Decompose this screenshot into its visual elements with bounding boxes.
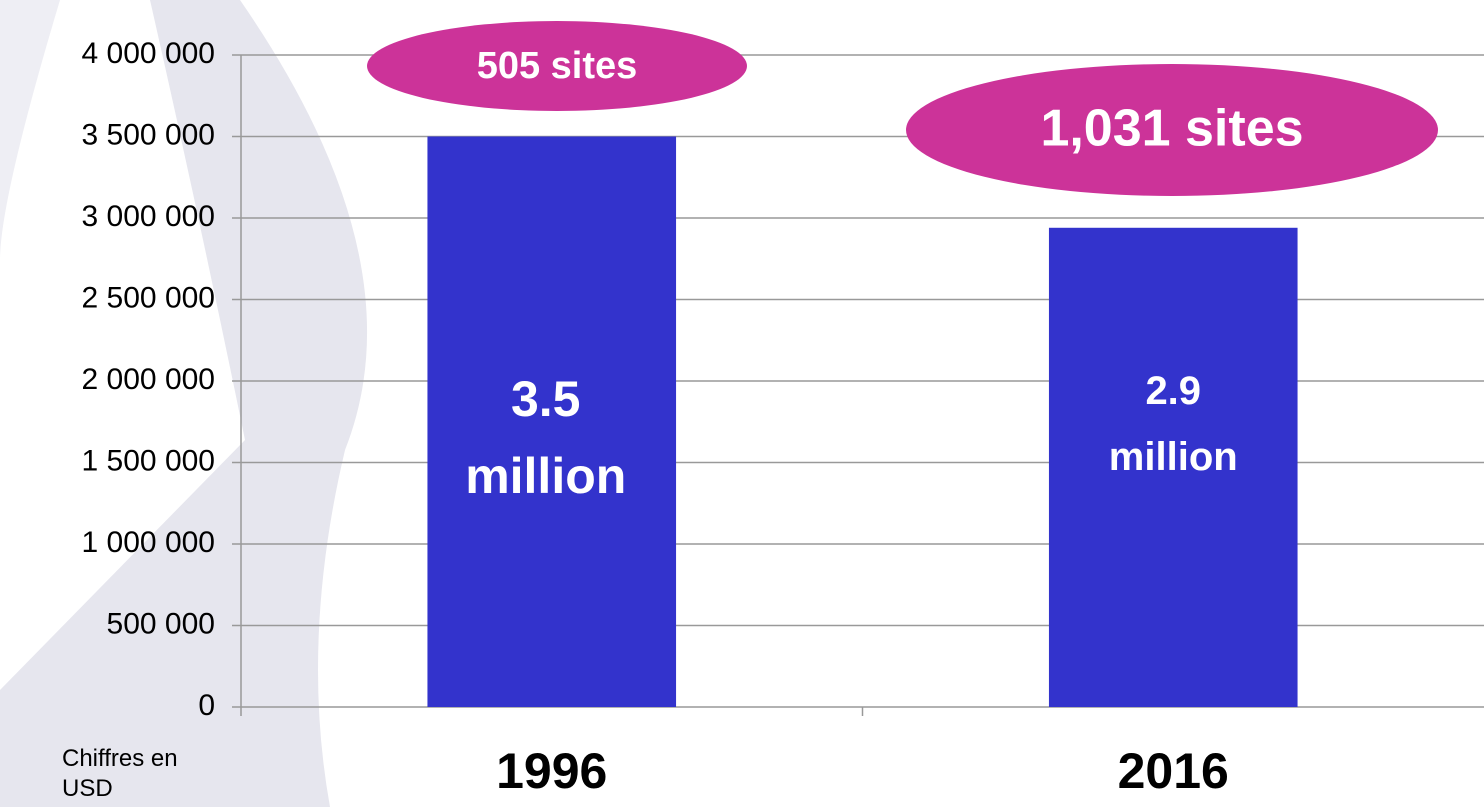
bar xyxy=(1048,227,1298,707)
x-tick-label: 2016 xyxy=(1118,743,1229,799)
y-tick-label: 2 500 000 xyxy=(82,281,215,314)
annotation-bubble xyxy=(906,64,1438,196)
y-tick-label: 2 000 000 xyxy=(82,363,215,396)
y-tick-label: 1 500 000 xyxy=(82,444,215,477)
annotation-bubble xyxy=(367,21,747,111)
x-tick-label: 1996 xyxy=(496,743,607,799)
background-chevron xyxy=(0,0,60,260)
value-label: 2.9 million xyxy=(1109,369,1238,479)
y-tick-label: 3 000 000 xyxy=(82,200,215,233)
y-tick-label: 1 000 000 xyxy=(82,526,215,559)
y-tick-label: 3 500 000 xyxy=(82,118,215,151)
annotation: 1,031 sites xyxy=(1040,100,1303,158)
y-axis-note: Chiffres en USD xyxy=(62,745,178,802)
background-chevron xyxy=(0,0,368,807)
annotation: 505 sites xyxy=(477,45,638,87)
bar xyxy=(427,136,677,707)
value-label: 3.5 million xyxy=(465,371,626,504)
y-tick-label: 500 000 xyxy=(107,607,215,640)
y-tick-label: 4 000 000 xyxy=(82,37,215,70)
y-tick-label: 0 xyxy=(198,689,215,722)
